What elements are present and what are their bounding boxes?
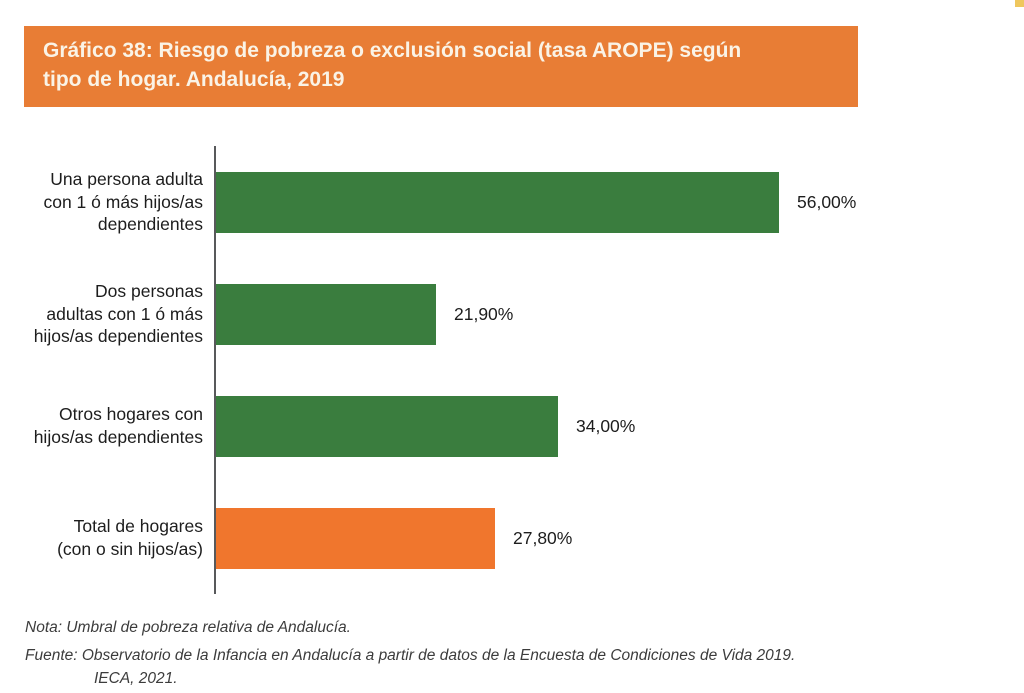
chart-title-line2: tipo de hogar. Andalucía, 2019: [43, 68, 345, 92]
chart-title: Gráfico 38: Riesgo de pobreza o exclusió…: [43, 36, 834, 95]
chart-rows: Una persona adulta con 1 ó más hijos/as …: [24, 146, 1024, 594]
chart-title-line1: Gráfico 38: Riesgo de pobreza o exclusió…: [43, 39, 742, 62]
bar-chart: Una persona adulta con 1 ó más hijos/as …: [24, 146, 1024, 594]
bar-area: 56,00%: [214, 146, 1024, 258]
category-label: Dos personas adultas con 1 ó más hijos/a…: [33, 280, 203, 347]
value-label: 27,80%: [513, 527, 573, 548]
chart-row: Una persona adulta con 1 ó más hijos/as …: [24, 146, 1024, 258]
source-text-line1: Fuente: Observatorio de la Infancia en A…: [25, 647, 796, 665]
chart-row: Otros hogares con hijos/as dependientes 3…: [24, 370, 1024, 482]
bar-area: 34,00%: [214, 370, 1024, 482]
category-label: Total de hogares (con o sin hijos/as): [57, 516, 203, 559]
note-text: Nota: Umbral de pobreza relativa de Anda…: [25, 619, 351, 636]
corner-decoration: [1015, 0, 1024, 7]
value-label: 56,00%: [797, 191, 857, 212]
category-label: Otros hogares con hijos/as dependientes: [33, 404, 203, 447]
chart-row: Total de hogares (con o sin hijos/as) 27,…: [24, 482, 1024, 594]
bar-area: 21,90%: [214, 258, 1024, 370]
chart-row: Dos personas adultas con 1 ó más hijos/a…: [24, 258, 1024, 370]
bar: [216, 283, 436, 345]
category-label: Una persona adulta con 1 ó más hijos/as …: [43, 168, 203, 235]
chart-footnotes: Nota: Umbral de pobreza relativa de Anda…: [25, 617, 795, 690]
source-text-line2: IECA, 2021.: [94, 669, 178, 687]
value-label: 21,90%: [454, 303, 514, 324]
bar: [216, 395, 558, 457]
chart-title-banner: Gráfico 38: Riesgo de pobreza o exclusió…: [24, 26, 858, 107]
value-label: 34,00%: [576, 415, 636, 436]
bar: [216, 171, 779, 233]
bar-area: 27,80%: [214, 482, 1024, 594]
bar: [216, 507, 495, 569]
